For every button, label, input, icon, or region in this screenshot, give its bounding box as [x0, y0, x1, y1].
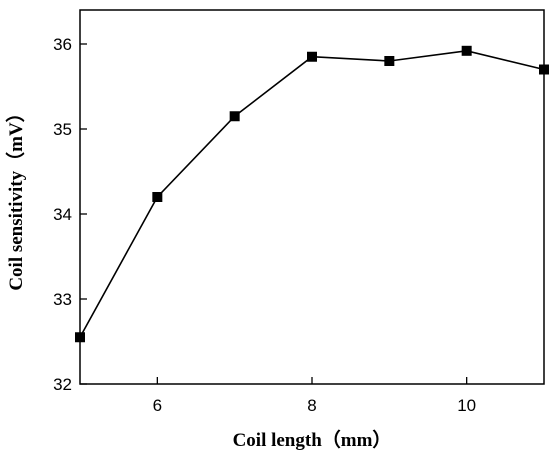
y-tick-label: 35 — [53, 120, 72, 139]
data-point-marker — [307, 51, 317, 62]
x-tick-label: 6 — [153, 396, 162, 415]
y-tick-label: 34 — [53, 205, 72, 224]
data-point-marker — [152, 192, 163, 202]
data-point-marker — [229, 111, 240, 122]
x-tick-label: 8 — [307, 396, 316, 415]
series-line — [79, 49, 545, 338]
x-tick-label: 10 — [457, 396, 476, 415]
plot-frame — [79, 9, 545, 385]
y-tick-label: 32 — [53, 375, 72, 394]
series-markers — [75, 45, 549, 343]
x-axis: 6 8 10 — [153, 377, 476, 415]
y-axis: 32 33 34 35 36 — [53, 35, 87, 394]
data-point-marker — [384, 56, 395, 66]
data-point-marker — [539, 64, 549, 75]
x-axis-title: Coil length（mm） — [233, 428, 392, 451]
data-point-marker — [75, 332, 85, 343]
y-tick-label: 36 — [53, 35, 72, 54]
y-axis-title: Coil sensitivity（mV） — [4, 103, 27, 290]
y-tick-label: 33 — [53, 290, 72, 309]
data-point-marker — [461, 45, 472, 56]
